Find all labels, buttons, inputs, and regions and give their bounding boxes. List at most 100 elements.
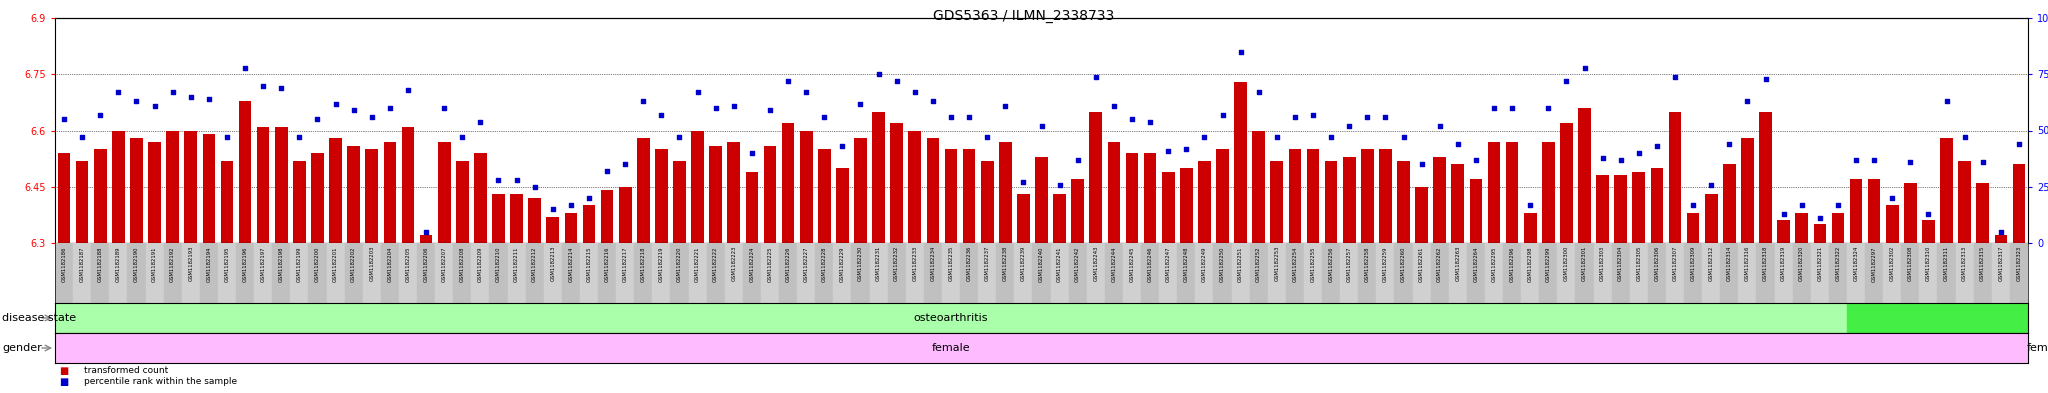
Text: GSM1182263: GSM1182263 bbox=[1456, 246, 1460, 281]
Text: GSM1182206: GSM1182206 bbox=[424, 246, 428, 281]
Point bbox=[1423, 123, 1456, 129]
Bar bbox=[453, 243, 471, 303]
Point bbox=[1386, 134, 1419, 140]
Bar bbox=[815, 243, 834, 303]
Text: GSM1182264: GSM1182264 bbox=[1473, 246, 1479, 281]
Text: GSM1182262: GSM1182262 bbox=[1438, 246, 1442, 281]
Point bbox=[1188, 134, 1221, 140]
Point bbox=[1894, 159, 1927, 165]
Bar bbox=[1829, 243, 1847, 303]
Bar bbox=[1159, 243, 1178, 303]
Bar bbox=[401, 127, 414, 243]
Point bbox=[465, 118, 498, 125]
Text: GSM1182214: GSM1182214 bbox=[569, 246, 573, 281]
Bar bbox=[2009, 243, 2028, 303]
Bar bbox=[201, 243, 217, 303]
Text: GSM1182314: GSM1182314 bbox=[1726, 246, 1733, 281]
Bar bbox=[127, 243, 145, 303]
Point bbox=[1243, 89, 1276, 95]
Bar bbox=[1235, 82, 1247, 243]
Text: GSM1182240: GSM1182240 bbox=[1038, 246, 1044, 281]
Point bbox=[1786, 202, 1819, 208]
Point bbox=[862, 71, 895, 77]
Point bbox=[174, 94, 207, 100]
Bar bbox=[1720, 243, 1739, 303]
Text: GSM1182306: GSM1182306 bbox=[1655, 246, 1659, 281]
Bar bbox=[1651, 168, 1663, 243]
Bar bbox=[653, 243, 670, 303]
Point bbox=[1151, 148, 1184, 154]
Text: female: female bbox=[932, 343, 971, 353]
Point bbox=[211, 134, 244, 140]
Point bbox=[918, 98, 950, 105]
Point bbox=[899, 89, 932, 95]
Bar bbox=[1778, 220, 1790, 243]
Point bbox=[1622, 150, 1655, 156]
Bar bbox=[834, 243, 852, 303]
Bar bbox=[1958, 160, 1970, 243]
Point bbox=[1008, 179, 1040, 185]
Bar bbox=[164, 243, 182, 303]
Bar bbox=[797, 243, 815, 303]
Bar bbox=[725, 243, 743, 303]
Bar bbox=[870, 243, 887, 303]
Text: GSM1182194: GSM1182194 bbox=[207, 246, 211, 281]
Bar bbox=[1831, 213, 1845, 243]
Bar bbox=[707, 243, 725, 303]
Text: GSM1182307: GSM1182307 bbox=[1673, 246, 1677, 281]
Bar bbox=[528, 198, 541, 243]
Text: GSM1182196: GSM1182196 bbox=[242, 246, 248, 281]
Point bbox=[1659, 73, 1692, 80]
Bar bbox=[1884, 243, 1901, 303]
Point bbox=[555, 202, 588, 208]
Bar bbox=[1485, 243, 1503, 303]
Bar bbox=[1108, 142, 1120, 243]
Text: GSM1182299: GSM1182299 bbox=[1546, 246, 1550, 281]
Point bbox=[47, 116, 80, 122]
Bar bbox=[457, 160, 469, 243]
Bar bbox=[688, 243, 707, 303]
Point bbox=[1405, 161, 1438, 167]
Bar bbox=[109, 243, 127, 303]
Text: GSM1182237: GSM1182237 bbox=[985, 246, 989, 281]
Bar bbox=[801, 130, 813, 243]
Text: GSM1182297: GSM1182297 bbox=[1872, 246, 1876, 281]
Point bbox=[772, 78, 805, 84]
Bar bbox=[762, 243, 778, 303]
Bar bbox=[399, 243, 418, 303]
Text: GSM1182300: GSM1182300 bbox=[1565, 246, 1569, 281]
Bar bbox=[1995, 235, 2007, 243]
Bar bbox=[57, 153, 70, 243]
Bar bbox=[1630, 243, 1649, 303]
Text: GSM1182221: GSM1182221 bbox=[694, 246, 700, 281]
Bar bbox=[995, 243, 1014, 303]
Point bbox=[682, 89, 715, 95]
Point bbox=[338, 107, 371, 114]
Text: GSM1182228: GSM1182228 bbox=[821, 246, 827, 281]
Text: GSM1182318: GSM1182318 bbox=[1763, 246, 1767, 281]
Bar bbox=[311, 153, 324, 243]
Point bbox=[1839, 156, 1872, 163]
Text: GSM1182319: GSM1182319 bbox=[1782, 246, 1786, 281]
Bar bbox=[764, 145, 776, 243]
Bar bbox=[1632, 172, 1645, 243]
Text: GSM1182192: GSM1182192 bbox=[170, 246, 176, 281]
Point bbox=[1352, 114, 1384, 120]
Text: GSM1182301: GSM1182301 bbox=[1581, 246, 1587, 281]
Text: percentile rank within the sample: percentile rank within the sample bbox=[84, 377, 238, 386]
Text: GSM1182308: GSM1182308 bbox=[1909, 246, 1913, 281]
Bar bbox=[510, 194, 522, 243]
Bar bbox=[1196, 243, 1214, 303]
Bar bbox=[1466, 243, 1485, 303]
Bar bbox=[1180, 168, 1192, 243]
Bar bbox=[113, 130, 125, 243]
Bar bbox=[55, 243, 74, 303]
Point bbox=[66, 134, 98, 140]
Bar bbox=[1198, 160, 1210, 243]
Bar bbox=[1305, 243, 1323, 303]
Text: GSM1182210: GSM1182210 bbox=[496, 246, 502, 281]
Text: GSM1182199: GSM1182199 bbox=[297, 246, 301, 281]
Text: GSM1182322: GSM1182322 bbox=[1835, 246, 1841, 281]
Bar bbox=[434, 243, 453, 303]
Bar bbox=[1905, 183, 1917, 243]
